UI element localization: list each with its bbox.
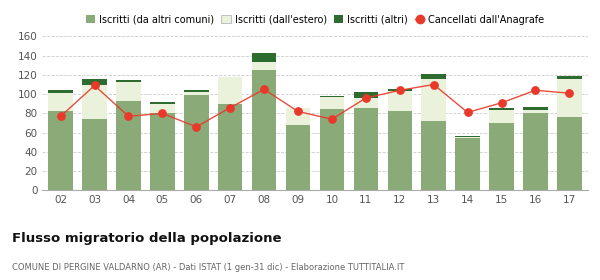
Bar (388, 111, 412, 190)
Bar (320, 96, 344, 97)
Bar (82, 119, 107, 190)
Bar (353, 108, 378, 190)
Point (293, 109, 303, 114)
Point (124, 114, 133, 118)
Point (56, 114, 65, 118)
Bar (557, 79, 581, 117)
Bar (150, 102, 175, 104)
Point (530, 88, 540, 92)
Bar (490, 109, 514, 123)
Text: COMUNE DI PERGINE VALDARNO (AR) - Dati ISTAT (1 gen-31 dic) - Elaborazione TUTTI: COMUNE DI PERGINE VALDARNO (AR) - Dati I… (12, 263, 404, 272)
Bar (184, 95, 209, 190)
Point (565, 91, 574, 95)
Bar (388, 91, 412, 111)
Bar (523, 113, 548, 190)
Point (327, 117, 337, 122)
Point (158, 111, 167, 116)
Text: Flusso migratorio della popolazione: Flusso migratorio della popolazione (12, 232, 281, 245)
Point (463, 110, 472, 115)
Bar (490, 108, 514, 109)
Bar (49, 93, 73, 111)
Bar (490, 123, 514, 190)
Bar (49, 111, 73, 190)
Bar (320, 109, 344, 190)
Point (361, 96, 371, 100)
Bar (286, 108, 310, 125)
Bar (455, 138, 480, 190)
Bar (286, 125, 310, 190)
Bar (421, 121, 446, 190)
Bar (455, 137, 480, 138)
Bar (388, 89, 412, 91)
Bar (184, 90, 209, 92)
Bar (557, 76, 581, 79)
Bar (218, 104, 242, 190)
Point (259, 87, 269, 92)
Point (90, 83, 100, 88)
Legend: Iscritti (da altri comuni), Iscritti (dall'estero), Iscritti (altri), Cancellati: Iscritti (da altri comuni), Iscritti (da… (82, 11, 548, 29)
Bar (82, 85, 107, 119)
Point (497, 101, 506, 105)
Bar (523, 107, 548, 109)
Bar (252, 70, 277, 190)
Bar (455, 136, 480, 137)
Bar (116, 82, 140, 101)
Bar (116, 101, 140, 190)
Bar (252, 62, 277, 70)
Bar (421, 79, 446, 121)
Bar (252, 53, 277, 62)
Bar (150, 104, 175, 113)
Bar (116, 80, 140, 82)
Bar (421, 74, 446, 79)
Bar (353, 92, 378, 98)
Bar (184, 92, 209, 95)
Bar (320, 97, 344, 109)
Point (191, 125, 201, 129)
Bar (218, 77, 242, 104)
Bar (523, 109, 548, 113)
Bar (150, 113, 175, 190)
Bar (49, 90, 73, 93)
Bar (82, 79, 107, 85)
Point (429, 82, 439, 87)
Point (226, 105, 235, 110)
Bar (557, 117, 581, 190)
Point (395, 88, 404, 92)
Bar (353, 98, 378, 108)
